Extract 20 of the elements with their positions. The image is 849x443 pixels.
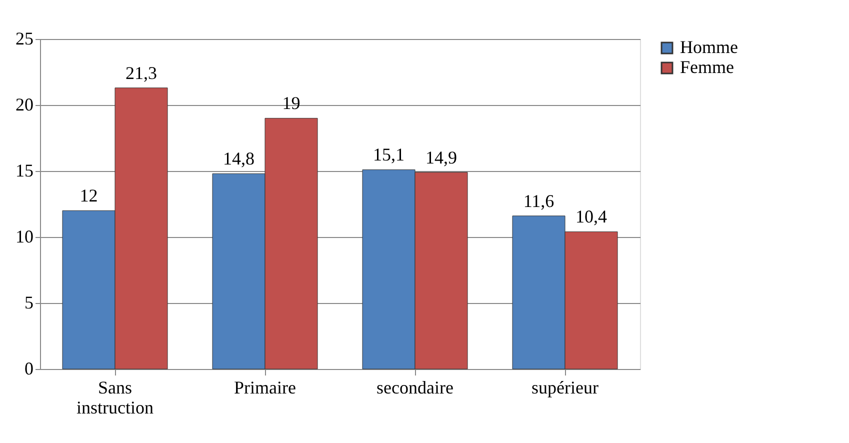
y-tick-label: 5	[24, 292, 34, 312]
x-tick-label: Sans instruction	[76, 378, 154, 418]
y-tick-label: 10	[16, 226, 34, 246]
legend-label: Femme	[680, 57, 734, 77]
y-tick-label: 20	[16, 94, 34, 114]
y-tick-label: 0	[24, 358, 34, 378]
y-tick-label: 15	[16, 160, 34, 180]
data-label: 11,6	[523, 190, 554, 211]
legend-label: Homme	[680, 37, 738, 57]
data-label: 14,9	[426, 147, 457, 168]
data-label: 19	[282, 93, 300, 114]
data-label: 14,8	[223, 148, 254, 169]
y-tick-label: 25	[16, 28, 34, 48]
data-label: 15,1	[373, 144, 404, 165]
x-tick-label: secondaire	[376, 378, 454, 398]
data-label: 21,3	[126, 62, 157, 83]
data-label: 10,4	[576, 206, 607, 227]
x-tick-label: Primaire	[234, 378, 296, 398]
x-tick-label: supérieur	[532, 378, 598, 398]
data-label: 12	[80, 186, 98, 206]
